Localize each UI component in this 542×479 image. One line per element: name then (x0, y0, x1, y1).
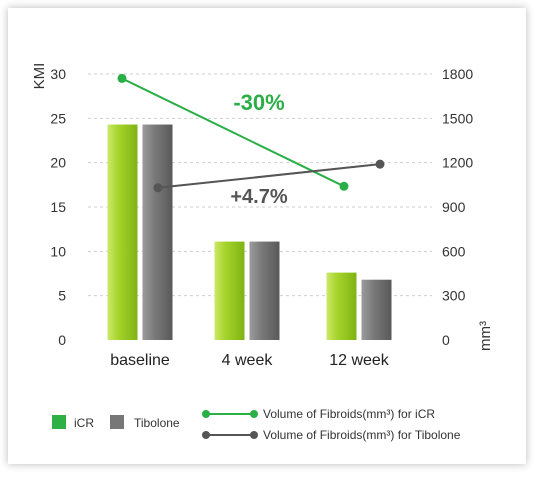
y-left-tick-label: 15 (50, 199, 66, 215)
annotation-tibolone-change: +4.7% (230, 186, 287, 208)
y-right-tick-label: 1200 (442, 155, 473, 171)
x-category-label: baseline (110, 352, 170, 369)
y-right-tick-label: 1800 (442, 66, 473, 82)
y-right-tick-label: 1500 (442, 110, 473, 126)
legend-line-point (250, 431, 258, 439)
y-right-tick-label: 600 (442, 243, 466, 259)
legend-swatch-icr (52, 415, 66, 429)
legend-label-tibolone: Tibolone (134, 416, 180, 430)
bar-icr (214, 241, 245, 340)
legend-line-label: Volume of Fibroids(mm³) for Tibolone (263, 428, 461, 442)
bar-tibolone (142, 124, 173, 340)
y-left-tick-label: 25 (50, 110, 66, 126)
legend-line-point (202, 410, 210, 418)
y-left-tick-label: 30 (50, 66, 66, 82)
legend-line-point (250, 410, 258, 418)
y-right-tick-label: 300 (442, 288, 466, 304)
series-line (121, 77, 345, 188)
x-category-label: 4 week (222, 352, 274, 369)
bar-tibolone (361, 279, 392, 340)
series-point (153, 183, 163, 193)
y-left-axis-title: KMI (31, 63, 48, 90)
bar-icr (326, 272, 357, 340)
y-left-tick-label: 10 (50, 243, 66, 259)
y-right-tick-label: 900 (442, 199, 466, 215)
y-right-tick-label: 0 (442, 332, 450, 348)
y-left-tick-label: 0 (58, 332, 66, 348)
series-point (375, 159, 385, 169)
annotation-icr-change: -30% (233, 90, 284, 115)
y-right-axis-title: mm³ (477, 321, 494, 351)
series-point (117, 73, 127, 83)
y-left-tick-label: 5 (58, 288, 66, 304)
bar-tibolone (249, 241, 280, 340)
legend-label-icr: iCR (74, 416, 94, 430)
y-left-tick-label: 20 (50, 155, 66, 171)
series-line (157, 163, 381, 189)
chart-card (8, 8, 526, 464)
legend-line-label: Volume of Fibroids(mm³) for iCR (263, 407, 435, 421)
legend-line-point (202, 431, 210, 439)
legend-swatch-tibolone (110, 415, 124, 429)
x-category-label: 12 week (329, 352, 390, 369)
series-point (339, 181, 349, 191)
bar-icr (107, 124, 138, 340)
